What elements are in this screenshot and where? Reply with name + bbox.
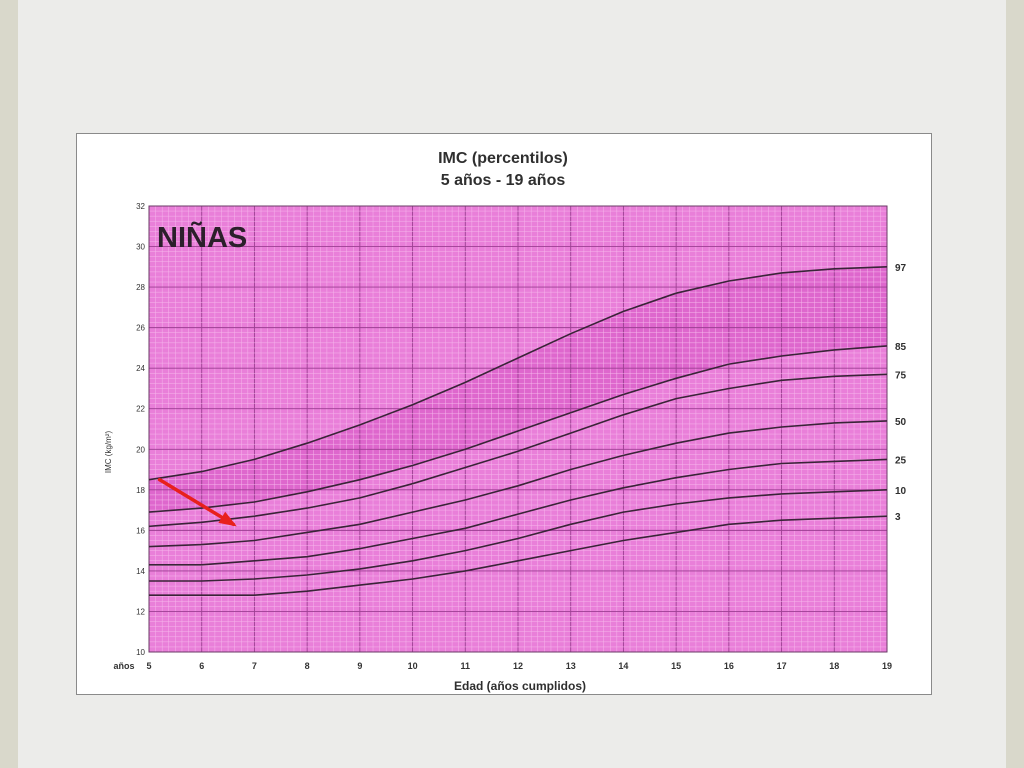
percentile-label-97: 97: [895, 263, 907, 274]
percentile-curve-75: [148, 373, 888, 528]
x-tick-label: 10: [408, 661, 418, 671]
chart-title: IMC (percentilos): [438, 150, 568, 167]
x-tick-label: 17: [777, 661, 787, 671]
y-tick-label: 12: [136, 607, 145, 616]
left-frame-bar: [0, 0, 18, 768]
y-tick-label: 30: [136, 243, 145, 252]
x-axis-title: Edad (años cumplidos): [454, 679, 586, 693]
x-tick-label: 9: [357, 661, 362, 671]
x-tick-label: 8: [305, 661, 310, 671]
y-tick-label: 26: [136, 324, 145, 333]
x-tick-label: 11: [461, 661, 471, 671]
percentile-label-50: 50: [895, 417, 907, 428]
percentile-label-10: 10: [895, 486, 907, 497]
y-tick-label: 16: [136, 526, 145, 535]
y-tick-label: 24: [136, 364, 145, 373]
panel-label-ninas: NIÑAS: [157, 220, 247, 254]
plot-area: 97 85 75 50 25 10 3 10 12 14 16 18 20 22 24 26 28 30 32 5 6 7…: [136, 202, 906, 671]
y-tick-label: 10: [136, 648, 145, 657]
percentile-curve-97: [148, 266, 888, 481]
y-tick-label: 22: [136, 405, 145, 414]
percentile-label-25: 25: [895, 455, 907, 466]
bmi-percentile-chart: IMC (percentilos) 5 años - 19 años 97857…: [104, 150, 907, 693]
chart-subtitle: 5 años - 19 años: [441, 172, 566, 189]
percentile-curve-3: [149, 515, 888, 596]
annotation-arrow-head: [218, 511, 237, 527]
x-axis-unit-label: años: [113, 661, 134, 671]
plot-border: [148, 205, 888, 653]
x-tick-label: 12: [513, 661, 523, 671]
y-tick-label: 18: [136, 486, 145, 495]
x-tick-label: 16: [724, 661, 734, 671]
x-tick-label: 19: [882, 661, 892, 671]
right-frame-bar: [1006, 0, 1024, 768]
y-axis-title: IMC (kg/m²): [104, 431, 113, 474]
y-tick-label: 14: [136, 567, 145, 576]
x-tick-label: 14: [618, 661, 628, 671]
x-tick-label: 15: [671, 661, 681, 671]
y-tick-label: 28: [136, 283, 145, 292]
percentile-curve-85: [148, 345, 888, 513]
percentile-curve-10: [149, 489, 888, 582]
y-tick-label: 32: [136, 202, 145, 211]
x-tick-label: 7: [252, 661, 257, 671]
percentile-label-3: 3: [895, 512, 901, 523]
percentile-label-85: 85: [895, 342, 907, 353]
x-tick-label: 5: [146, 661, 151, 671]
annotation-arrow-shaft: [157, 477, 236, 527]
x-tick-label: 18: [829, 661, 839, 671]
percentile-label-75: 75: [895, 370, 907, 381]
x-tick-label: 6: [199, 661, 204, 671]
y-tick-label: 20: [136, 445, 145, 454]
x-tick-label: 13: [566, 661, 576, 671]
chart-card: IMC (percentilos) 5 años - 19 años 97 85 7…: [76, 133, 932, 695]
percentile-curve-50: [148, 420, 888, 548]
percentile-curve-25: [149, 458, 888, 566]
